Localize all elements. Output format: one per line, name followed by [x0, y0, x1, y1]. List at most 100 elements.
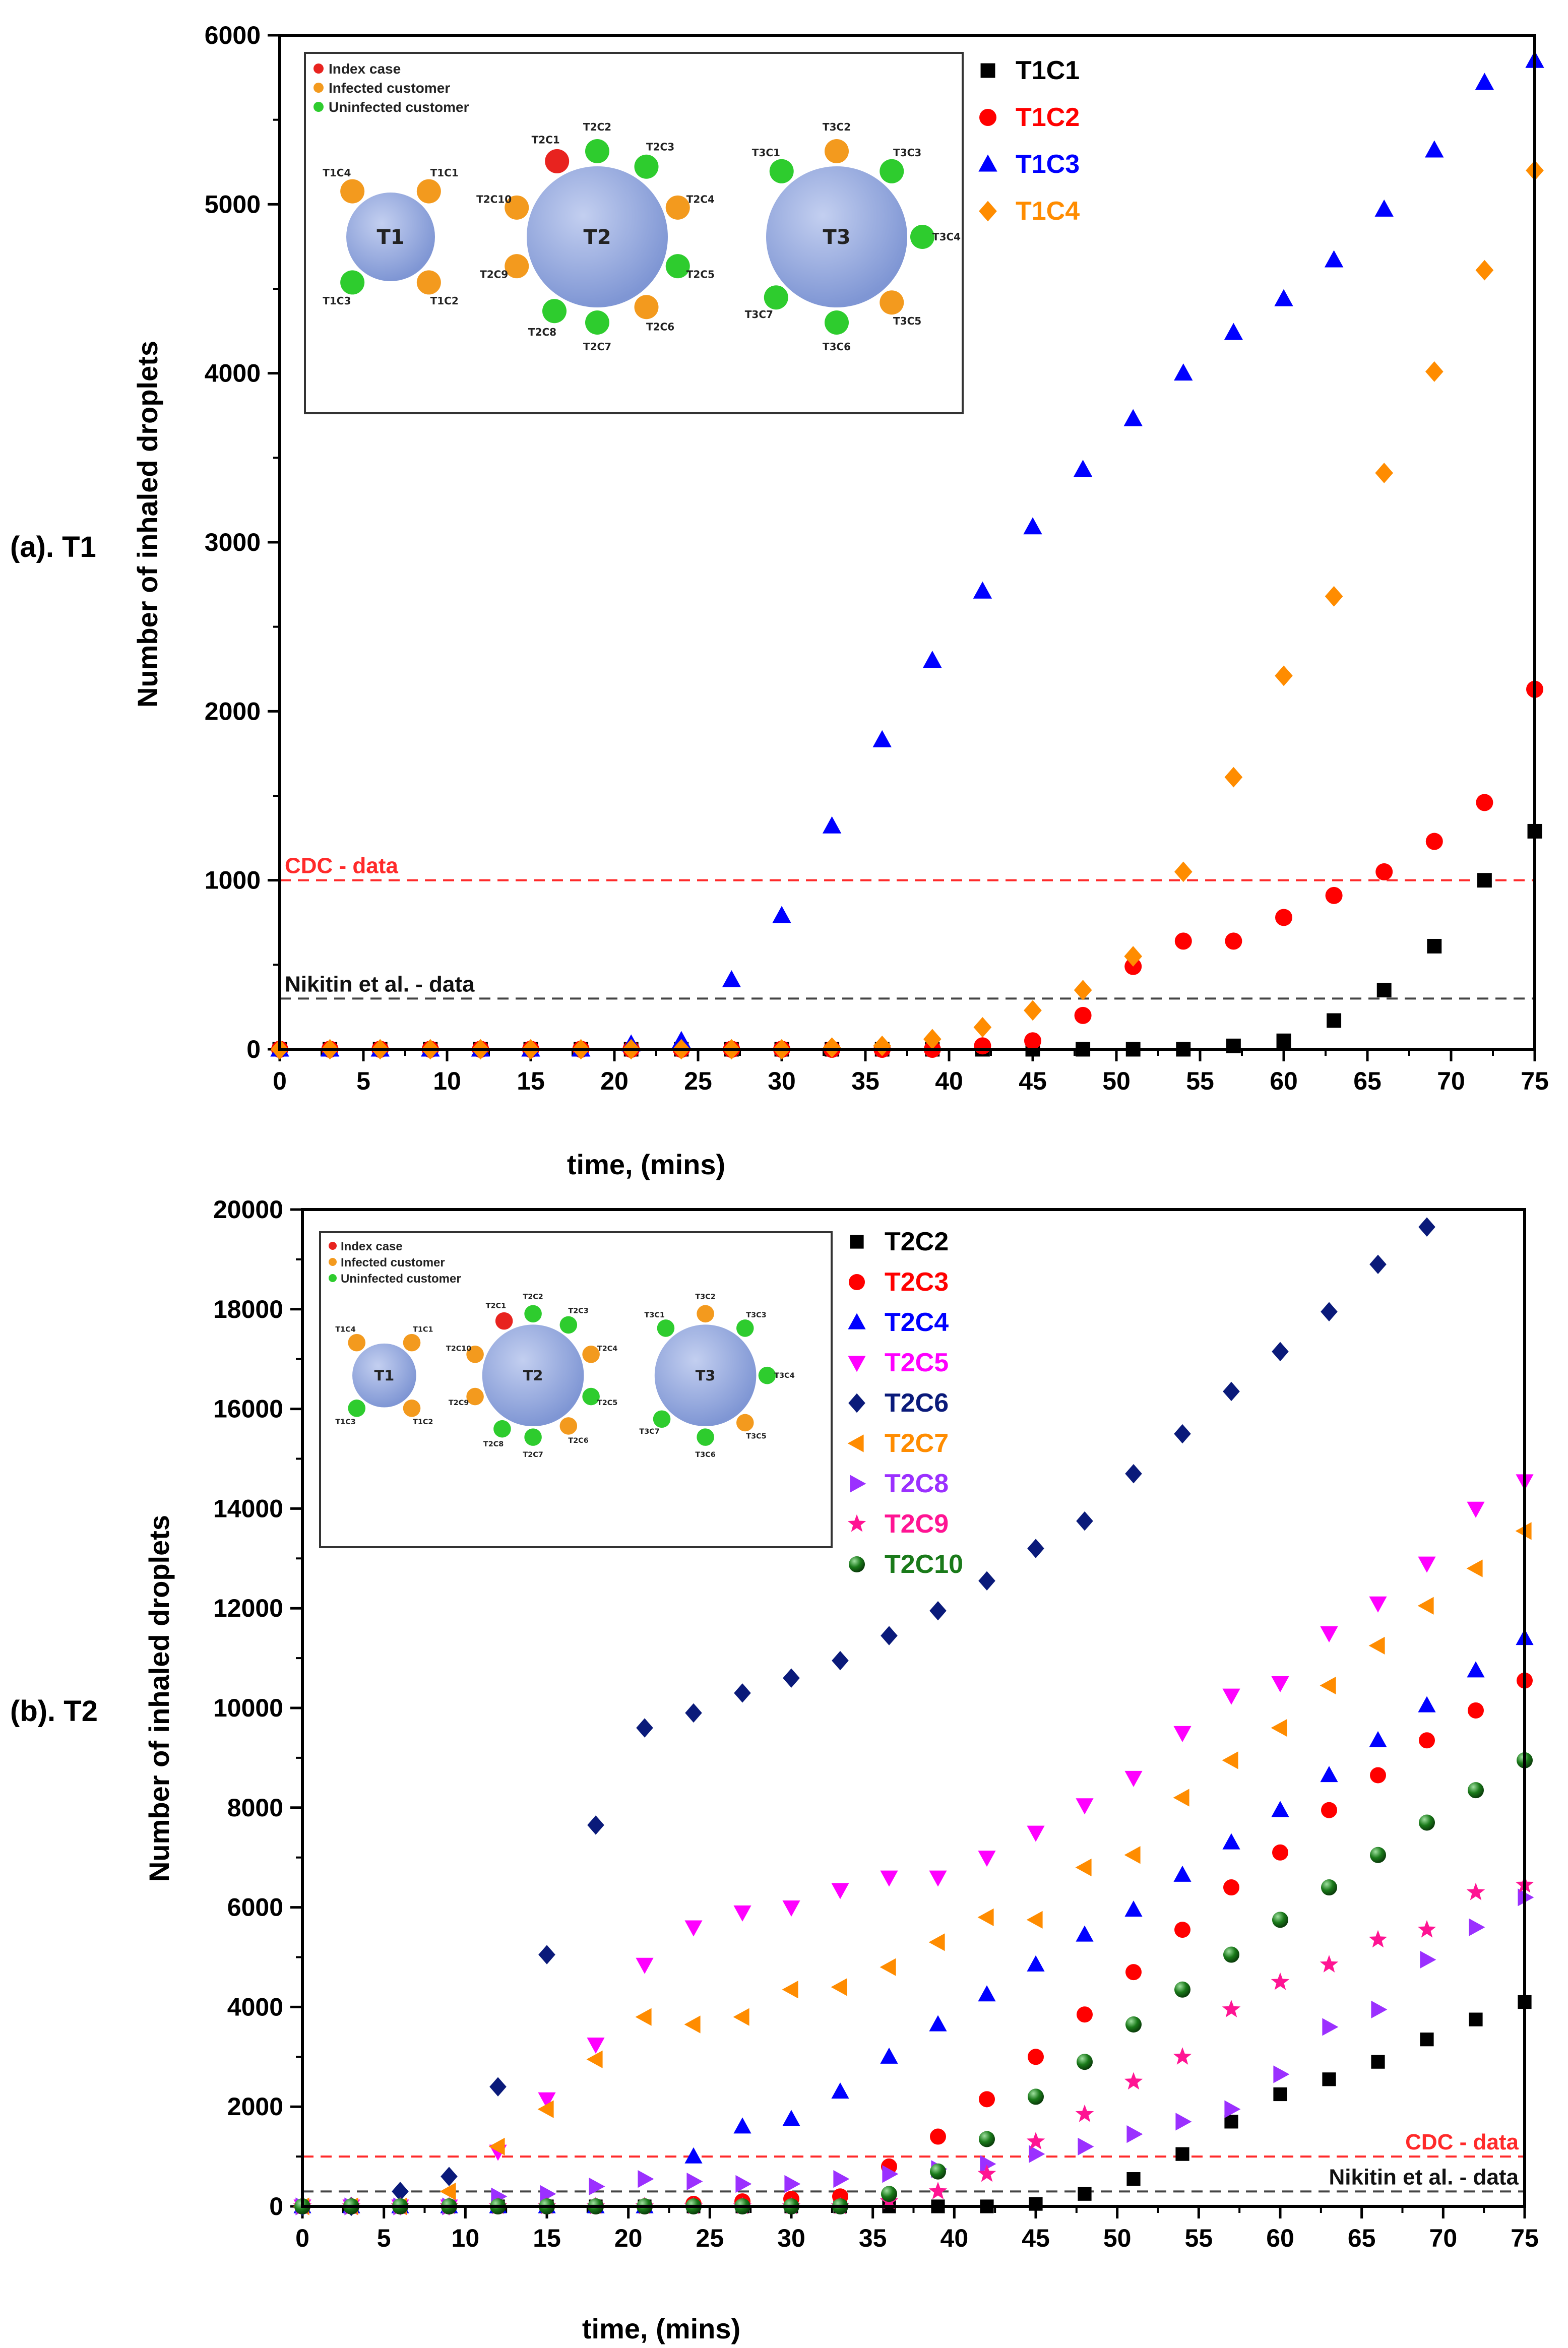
table-circle [346, 193, 435, 281]
seat-label: T3C3 [746, 1311, 766, 1319]
seat-label: T2C3 [646, 141, 674, 153]
data-point-T2C7 [635, 2008, 652, 2026]
seat-label: T1C1 [430, 167, 459, 179]
seat-T1C1 [403, 1334, 421, 1352]
seat-label: T2C2 [523, 1293, 543, 1301]
legend-marker-T2C5 [848, 1356, 866, 1372]
table-circle [352, 1343, 416, 1408]
data-point-T2C10 [1321, 1879, 1337, 1896]
legend-label-T2C7: T2C7 [885, 1429, 949, 1458]
inset-table-T1: T1 T1C1 T1C2 T1C3 T1C4 [323, 167, 459, 307]
legend-marker-T2C2 [850, 1235, 864, 1249]
table-label: T3 [696, 1367, 716, 1384]
data-point-T2C5 [1027, 1825, 1045, 1842]
panel-a-cdc-label: CDC - data [285, 854, 398, 878]
x-tick-label: 20 [600, 1067, 629, 1095]
inset-tables: T1 T1C1 T1C2 T1C3 T1C4 T2 T2C1 T2C2 T2C3 T2C4 T2C5… [335, 1293, 794, 1459]
data-point-T1C4 [1024, 1000, 1042, 1021]
data-point-T2C7 [831, 1978, 847, 1996]
data-point-T2C9 [1271, 1972, 1290, 1990]
seat-label: T2C7 [583, 341, 611, 353]
data-point-T1C4 [873, 1035, 892, 1056]
seat-label: T2C1 [532, 134, 560, 146]
data-point-T2C5 [684, 1920, 703, 1937]
data-point-T2C5 [587, 2037, 605, 2054]
data-point-T2C6 [734, 1683, 751, 1703]
seat-T2C4 [582, 1346, 600, 1363]
data-point-T2C8 [1322, 2018, 1339, 2036]
panel-a-legend: T1C1 T1C2 T1C3 T1C4 [978, 56, 1080, 226]
data-point-T2C5 [1173, 1726, 1191, 1742]
data-point-T2C10 [1174, 1981, 1190, 1998]
data-point-T2C4 [1467, 1661, 1485, 1678]
data-point-T2C3 [1028, 2049, 1044, 2065]
data-point-T2C9 [1124, 2072, 1143, 2090]
data-point-T2C10 [1028, 2088, 1044, 2105]
data-point-T1C4 [923, 1029, 942, 1050]
legend-marker-T2C7 [847, 1434, 864, 1452]
table-label: T3 [823, 226, 850, 249]
x-tick-label: 70 [1429, 2224, 1458, 2252]
legend-label-T2C8: T2C8 [885, 1469, 949, 1498]
seat-label: T3C1 [752, 147, 780, 159]
inset-legend-uninfected: Uninfected customer [341, 1272, 461, 1286]
panel-b-xlabel: time, (mins) [582, 2313, 740, 2344]
panel-a: (a). T1 Number of inhaled droplets time,… [10, 21, 1549, 1180]
data-point-T2C8 [784, 2175, 801, 2193]
seat-T2C8 [542, 299, 567, 324]
seat-T3C5 [736, 1414, 754, 1432]
panel-b: (b). T2 Number of inhaled droplets time,… [10, 1195, 1539, 2344]
seat-T1C3 [340, 270, 365, 295]
x-tick-label: 10 [433, 1067, 461, 1095]
data-point-T2C3 [1272, 1844, 1288, 1861]
data-point-T2C7 [928, 1933, 945, 1951]
y-tick-label: 20000 [213, 1195, 283, 1224]
seat-label: T2C5 [597, 1399, 617, 1407]
data-point-T2C9 [1368, 1930, 1388, 1948]
data-point-T2C4 [1418, 1696, 1436, 1712]
data-point-T1C3 [1425, 140, 1444, 158]
data-point-T2C4 [1076, 1925, 1094, 1942]
seat-label: T3C1 [645, 1311, 665, 1319]
data-point-T1C4 [1074, 980, 1092, 1001]
data-point-T1C3 [1224, 323, 1243, 340]
data-point-T2C4 [1271, 1801, 1289, 1817]
data-point-T2C6 [1076, 1511, 1093, 1531]
seat-label: T3C6 [695, 1451, 715, 1459]
data-point-T1C3 [923, 651, 942, 668]
data-point-T2C7 [1417, 1597, 1434, 1615]
data-point-T1C4 [1174, 861, 1193, 882]
data-point-T2C6 [685, 1703, 702, 1723]
panel-b-cdc-label: CDC - data [1405, 2130, 1519, 2154]
seat-label: T1C1 [413, 1326, 433, 1334]
data-point-T2C4 [831, 2082, 849, 2099]
data-point-T1C2 [1275, 909, 1292, 926]
data-point-T2C4 [929, 2015, 947, 2032]
panel-a-ylabel: Number of inhaled droplets [132, 341, 163, 708]
seat-label: T1C3 [323, 295, 351, 307]
data-point-T1C4 [1375, 463, 1394, 483]
data-point-T1C3 [1023, 517, 1042, 535]
seat-T2C9 [466, 1387, 484, 1406]
legend-label-T2C3: T2C3 [885, 1267, 949, 1297]
data-point-T2C7 [733, 2008, 749, 2026]
x-tick-label: 65 [1348, 2224, 1376, 2252]
data-point-T2C3 [1223, 1879, 1239, 1896]
data-point-T2C8 [1029, 2145, 1045, 2163]
x-tick-label: 25 [696, 2224, 724, 2252]
seat-T1C2 [416, 270, 441, 295]
data-point-T2C4 [1222, 1833, 1240, 1850]
seat-T3C7 [653, 1410, 671, 1428]
x-tick-label: 45 [1022, 2224, 1050, 2252]
panel-b-inset: Index case Infected customer Uninfected … [319, 1231, 833, 1548]
seat-label: T1C4 [335, 1326, 355, 1334]
data-point-T1C1 [1477, 873, 1492, 888]
data-point-T2C7 [880, 1958, 896, 1976]
data-point-T2C5 [733, 1905, 751, 1922]
seat-T2C9 [505, 254, 529, 279]
series-T2C4 [293, 1629, 1534, 2213]
data-point-T1C1 [1376, 983, 1392, 998]
data-point-T2C2 [1469, 2012, 1483, 2026]
inset-table-T2: T2 T2C1 T2C2 T2C3 T2C4 T2C5 T2C6 T2C7 T2C8 T2C9 T2… [446, 1293, 617, 1459]
data-point-T2C6 [978, 1571, 995, 1591]
